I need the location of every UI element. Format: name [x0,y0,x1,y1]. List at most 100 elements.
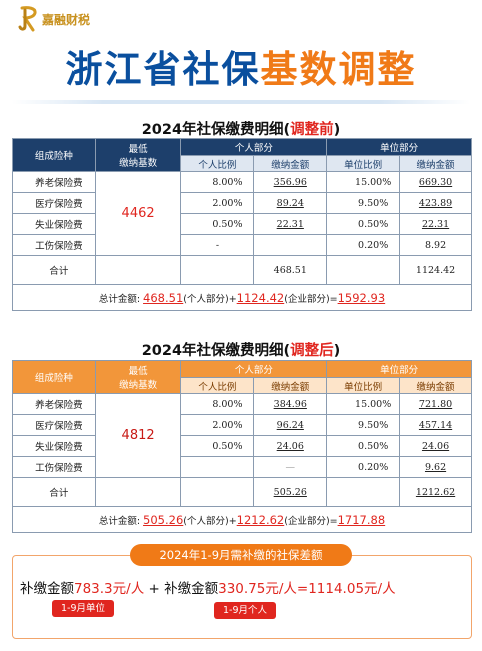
total-company: 1212.62 [236,512,285,527]
difference-box [12,555,472,639]
base-header-line1: 最低 [128,366,148,377]
row-name: 医疗保险费 [12,192,96,214]
before-title-end: ) [333,122,341,138]
c-ratio: 0.20% [326,456,401,478]
col-header-personal: 个人部分 [180,360,328,378]
row-name: 医疗保险费 [12,414,96,436]
p-amount: 96.24 [253,414,328,436]
p-ratio: 8.00% [180,393,255,415]
difference-title: 2024年1-9月需补缴的社保差额 [130,544,352,566]
c-amount: 457.14 [399,414,472,436]
c-amount: 22.31 [399,213,472,235]
sum-row: 合计 505.26 1212.62 [12,477,472,507]
table-row: 养老保险费 4812 8.00% 384.96 15.00% 721.80 [12,393,472,478]
sum-base-empty [94,477,182,507]
base-header-line2: 缴纳基数 [119,380,158,391]
sum-company: 1124.42 [399,255,472,285]
base-header-line1: 最低 [128,144,148,155]
c-ratio: 0.50% [326,213,401,235]
base-value: 4462 [94,171,182,256]
p-ratio: 0.50% [180,435,255,457]
grand-total-row: 总计金额: 468.51(个人部分)+1124.42(企业部分)=1592.93 [12,284,472,311]
difference-line: 补缴金额783.3元/人 + 补缴金额330.75元/人=1114.05元/人 [20,577,470,597]
headline-part1: 浙江省社保 [65,48,261,91]
total-company: 1124.42 [236,290,285,305]
total-company-suffix: (企业部分)= [284,293,338,305]
col-header-c-amount: 缴纳金额 [399,377,472,394]
c-amount: 423.89 [399,192,472,214]
sum-company-value: 1212.62 [415,486,456,498]
p-ratio: 2.00% [180,192,255,214]
c-amount-value: 457.14 [418,419,453,431]
brand-name: 嘉融财税 [42,12,91,27]
c-amount: 9.62 [399,456,472,478]
p-amount-value: 89.24 [276,197,304,209]
col-header-type: 组成险种 [12,360,96,394]
p-amount [253,234,328,256]
tag-personal-period: 1-9月个人 [214,602,276,619]
c-ratio: 9.50% [326,414,401,436]
p-amount: 24.06 [253,435,328,457]
col-header-p-amount: 缴纳金额 [253,155,328,172]
p-amount: 89.24 [253,192,328,214]
row-name: 失业保险费 [12,435,96,457]
sum-p-ratio-empty [180,477,255,507]
col-header-p-ratio: 个人比例 [180,155,255,172]
col-header-base: 最低 缴纳基数 [94,138,182,172]
grand-total: 总计金额: 468.51(个人部分)+1124.42(企业部分)=1592.93 [12,284,472,311]
sum-personal: 505.26 [253,477,328,507]
page-headline: 浙江省社保基数调整 [0,44,482,96]
after-title-tag: 调整后 [290,343,334,359]
after-title-text: 2024年社保缴费明细( [141,343,291,359]
base-value: 4812 [94,393,182,478]
total-company-suffix: (企业部分)= [284,515,338,527]
row-name: 工伤保险费 [12,456,96,478]
c-amount-value: 24.06 [421,440,450,452]
col-header-type: 组成险种 [12,138,96,172]
sum-personal-value: 505.26 [273,486,307,498]
row-name: 养老保险费 [12,393,96,415]
logo-mark-icon [18,6,40,32]
col-header-p-amount: 缴纳金额 [253,377,328,394]
total-prefix: 总计金额: [98,293,141,305]
grand-total-row: 总计金额: 505.26(个人部分)+1212.62(企业部分)=1717.88 [12,506,472,533]
p-ratio [180,456,255,478]
c-ratio: 15.00% [326,171,401,193]
headline-underline [12,100,470,104]
p-ratio: - [180,234,255,256]
base-header-line2: 缴纳基数 [119,158,158,169]
c-amount-value: 721.80 [418,398,453,410]
total-personal: 505.26 [143,512,184,527]
c-amount: 8.92 [399,234,472,256]
c-amount: 669.30 [399,171,472,193]
diff-amount-1: 783.3元/人 [74,581,145,597]
sum-c-ratio-empty [326,477,401,507]
p-amount: 384.96 [253,393,328,415]
before-section-title: 2024年社保缴费明细(调整前) [0,118,482,139]
col-header-c-ratio: 单位比例 [326,377,401,394]
c-amount-value: 669.30 [418,176,453,188]
row-name: 养老保险费 [12,171,96,193]
table-row: 医疗保险费 2.00% 89.24 9.50% 423.89 [12,192,472,214]
total-prefix: 总计金额: [98,515,141,527]
brand-logo: 嘉融财税 [18,6,90,32]
after-section-title: 2024年社保缴费明细(调整后) [0,339,482,360]
diff-amount-2: 330.75元/人=1114.05元/人 [218,581,396,597]
p-amount: 22.31 [253,213,328,235]
p-amount-value: 384.96 [273,398,307,410]
before-title-text: 2024年社保缴费明细( [141,122,291,138]
p-ratio: 8.00% [180,171,255,193]
sum-c-ratio-empty [326,255,401,285]
c-ratio: 9.50% [326,192,401,214]
grand-total: 总计金额: 505.26(个人部分)+1212.62(企业部分)=1717.88 [12,506,472,533]
table-row: 工伤保险费 — 0.20% 9.62 [12,456,472,478]
diff-plus: + [144,581,165,597]
p-amount: 356.96 [253,171,328,193]
col-header-base: 最低 缴纳基数 [94,360,182,394]
headline-part2: 基数调整 [260,48,417,91]
row-name: 失业保险费 [12,213,96,235]
c-amount: 721.80 [399,393,472,415]
c-amount: 24.06 [399,435,472,457]
tag-company-period: 1-9月单位 [52,600,114,617]
p-amount: — [253,456,328,478]
